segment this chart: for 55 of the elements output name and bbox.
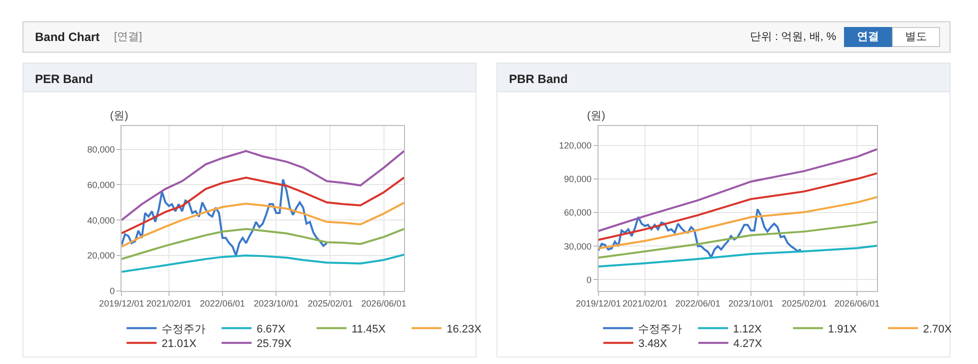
x-tick-label: 2022/06/01	[200, 298, 245, 309]
x-tick-label: 2021/02/01	[622, 298, 668, 309]
text: [연결]	[114, 31, 142, 43]
legend-label: 11.45X	[352, 323, 386, 336]
legend-label: 2.70X	[923, 323, 952, 336]
y-axis-title: (원)	[110, 110, 128, 122]
legend-label: 25.79X	[256, 338, 292, 350]
legend-label: 6.67X	[256, 323, 286, 336]
line-series	[122, 178, 328, 257]
line-series	[598, 220, 878, 259]
legend-label: 수정주가	[638, 323, 682, 336]
x-tick-label: 2026/06/01	[834, 298, 880, 309]
y-axis-title: (원)	[587, 110, 606, 122]
y-tick-label: 40,000	[87, 215, 115, 226]
legend-label: 4.27X	[733, 338, 763, 350]
line-series	[122, 150, 404, 222]
y-tick-label: 30,000	[564, 241, 592, 252]
chart-title: PER Band	[35, 72, 94, 86]
line-series	[122, 176, 404, 234]
legend-label: 수정주가	[162, 323, 206, 336]
text: Band Chart	[35, 30, 100, 44]
y-tick-label: 120,000	[559, 140, 592, 150]
x-tick-label: 2026/06/01	[361, 298, 406, 309]
line-series	[598, 172, 878, 241]
line-series	[122, 202, 404, 248]
line-series	[598, 196, 878, 250]
y-tick-label: 60,000	[87, 180, 115, 190]
x-tick-label: 2022/06/01	[675, 298, 720, 309]
line-series	[598, 244, 878, 268]
text: 연결	[857, 31, 879, 43]
y-tick-label: 0	[110, 286, 115, 296]
legend-label: 1.12X	[733, 323, 762, 336]
line-series	[122, 254, 404, 273]
line-series	[122, 228, 404, 260]
text: 단위 : 억원, 배, %	[750, 31, 836, 43]
legend-label: 16.23X	[446, 323, 482, 336]
line-series	[598, 208, 802, 258]
text: 별도	[905, 31, 927, 43]
legend-label: 21.01X	[162, 338, 198, 350]
x-tick-label: 2021/02/01	[146, 298, 192, 309]
y-tick-label: 90,000	[564, 174, 592, 184]
legend-label: 1.91X	[828, 323, 858, 336]
chart-title: PBR Band	[509, 72, 568, 86]
x-tick-label: 2025/02/01	[308, 298, 353, 309]
x-tick-label: 2023/10/01	[254, 298, 299, 309]
x-tick-label: 2019/12/01	[99, 298, 144, 309]
y-tick-label: 0	[586, 274, 592, 285]
x-tick-label: 2025/02/01	[782, 298, 827, 309]
x-tick-label: 2019/12/01	[576, 298, 621, 309]
y-tick-label: 60,000	[564, 208, 592, 218]
x-tick-label: 2023/10/01	[728, 298, 774, 309]
y-tick-label: 80,000	[87, 144, 115, 154]
legend-label: 3.48X	[638, 338, 668, 350]
line-series	[598, 148, 878, 232]
y-tick-label: 20,000	[87, 250, 115, 261]
